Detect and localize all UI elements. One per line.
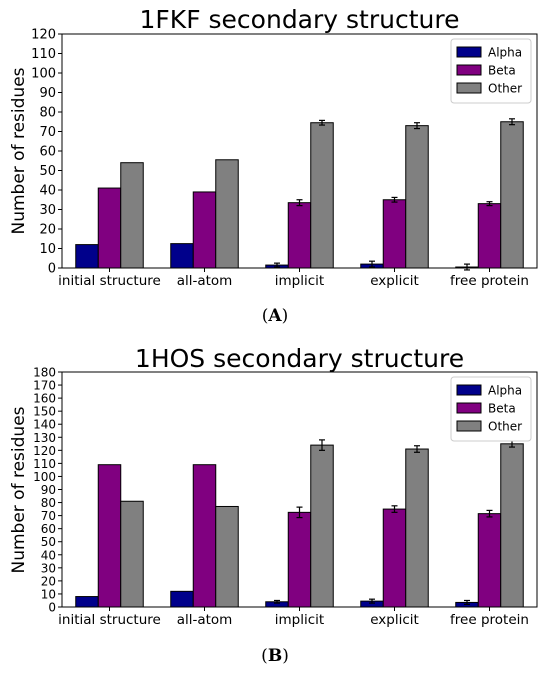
x-tick-label: all-atom — [177, 273, 233, 289]
bar-other — [500, 121, 524, 269]
y-tick-label: 10 — [41, 587, 56, 601]
y-tick-label: 50 — [41, 535, 56, 549]
y-tick-label: 90 — [39, 86, 56, 101]
bar-beta — [192, 191, 217, 269]
legend-swatch-alpha — [456, 46, 482, 58]
plot-frame — [61, 371, 538, 608]
bar-other — [405, 448, 429, 608]
bar-alpha — [170, 243, 194, 269]
chart-title: 1FKF secondary structure — [140, 5, 460, 34]
y-tick-label: 0 — [48, 262, 56, 277]
bar-other — [120, 162, 144, 269]
chart-a: 1FKF secondary structure Number of residu… — [9, 5, 538, 289]
y-tick-label: 100 — [31, 67, 56, 82]
caption-a: (A) — [261, 306, 289, 326]
caption-a-letter: A — [268, 306, 282, 326]
bar-beta — [477, 203, 502, 269]
y-tick-label: 30 — [41, 561, 56, 575]
x-tick-label: free protein — [450, 612, 529, 628]
bar-other — [215, 505, 239, 608]
bar-other — [310, 444, 334, 608]
bar-alpha — [75, 244, 99, 269]
x-tick-label: all-atom — [177, 612, 233, 628]
y-tick-label: 80 — [39, 106, 56, 121]
y-tick-label: 60 — [39, 145, 56, 160]
y-tick-label: 90 — [41, 483, 56, 497]
y-tick-label: 10 — [39, 242, 56, 257]
y-tick-label: 40 — [39, 184, 56, 199]
y-tick-label: 120 — [31, 28, 56, 43]
x-tick-label: implicit — [275, 612, 324, 628]
y-tick-label: 30 — [39, 203, 56, 218]
y-tick-label: 100 — [33, 470, 56, 484]
caption-b: (B) — [261, 646, 289, 666]
bar-beta — [97, 464, 122, 608]
legend-label-other: Other — [488, 82, 522, 96]
y-tick-label: 70 — [39, 125, 56, 140]
y-axis-label: Number of residues — [9, 67, 29, 234]
bar-alpha — [170, 590, 194, 608]
legend-swatch-alpha — [456, 384, 482, 396]
y-tick-label: 130 — [33, 431, 56, 445]
plot-frame — [61, 33, 538, 269]
y-tick-label: 160 — [33, 392, 56, 406]
chart-title: 1HOS secondary structure — [135, 344, 464, 373]
x-tick-label: initial structure — [58, 273, 161, 289]
legend-label-other: Other — [488, 420, 522, 434]
y-tick-label: 110 — [31, 47, 56, 62]
bar-beta — [287, 511, 312, 608]
y-tick-label: 150 — [33, 405, 56, 419]
bar-beta — [97, 187, 122, 269]
y-tick-label: 20 — [39, 223, 56, 238]
legend-swatch-beta — [456, 402, 482, 414]
bar-other — [500, 443, 524, 608]
caption-b-letter: B — [267, 646, 283, 666]
bar-beta — [382, 199, 407, 269]
bar-alpha — [75, 596, 99, 608]
legend-label-beta: Beta — [488, 64, 516, 78]
legend-label-alpha: Alpha — [488, 384, 522, 398]
x-tick-label: explicit — [370, 273, 419, 289]
bar-other — [215, 159, 239, 269]
legend-swatch-beta — [456, 64, 482, 76]
y-tick-label: 110 — [33, 457, 56, 471]
y-tick-label: 120 — [33, 444, 56, 458]
legend-label-beta: Beta — [488, 402, 516, 416]
y-tick-label: 0 — [48, 601, 56, 615]
y-tick-label: 140 — [33, 418, 56, 432]
bar-beta — [477, 513, 502, 608]
y-tick-label: 70 — [41, 509, 56, 523]
bar-other — [405, 125, 429, 269]
y-tick-label: 180 — [33, 366, 56, 380]
x-tick-label: implicit — [275, 273, 324, 289]
y-tick-label: 80 — [41, 496, 56, 510]
y-tick-label: 50 — [39, 164, 56, 179]
y-tick-label: 20 — [41, 574, 56, 588]
x-tick-label: explicit — [370, 612, 419, 628]
bar-other — [120, 500, 144, 608]
bar-beta — [192, 464, 217, 608]
bar-beta — [382, 508, 407, 608]
legend-swatch-other — [456, 420, 482, 432]
chart-b: 1HOS secondary structure Number of residu… — [9, 344, 538, 628]
y-axis-label: Number of residues — [9, 406, 29, 573]
y-tick-label: 170 — [33, 379, 56, 393]
bar-beta — [287, 202, 312, 269]
y-tick-label: 40 — [41, 548, 56, 562]
legend-label-alpha: Alpha — [488, 46, 522, 60]
x-tick-label: initial structure — [58, 612, 161, 628]
legend-swatch-other — [456, 82, 482, 94]
y-tick-label: 60 — [41, 522, 56, 536]
bar-other — [310, 122, 334, 269]
x-tick-label: free protein — [450, 273, 529, 289]
